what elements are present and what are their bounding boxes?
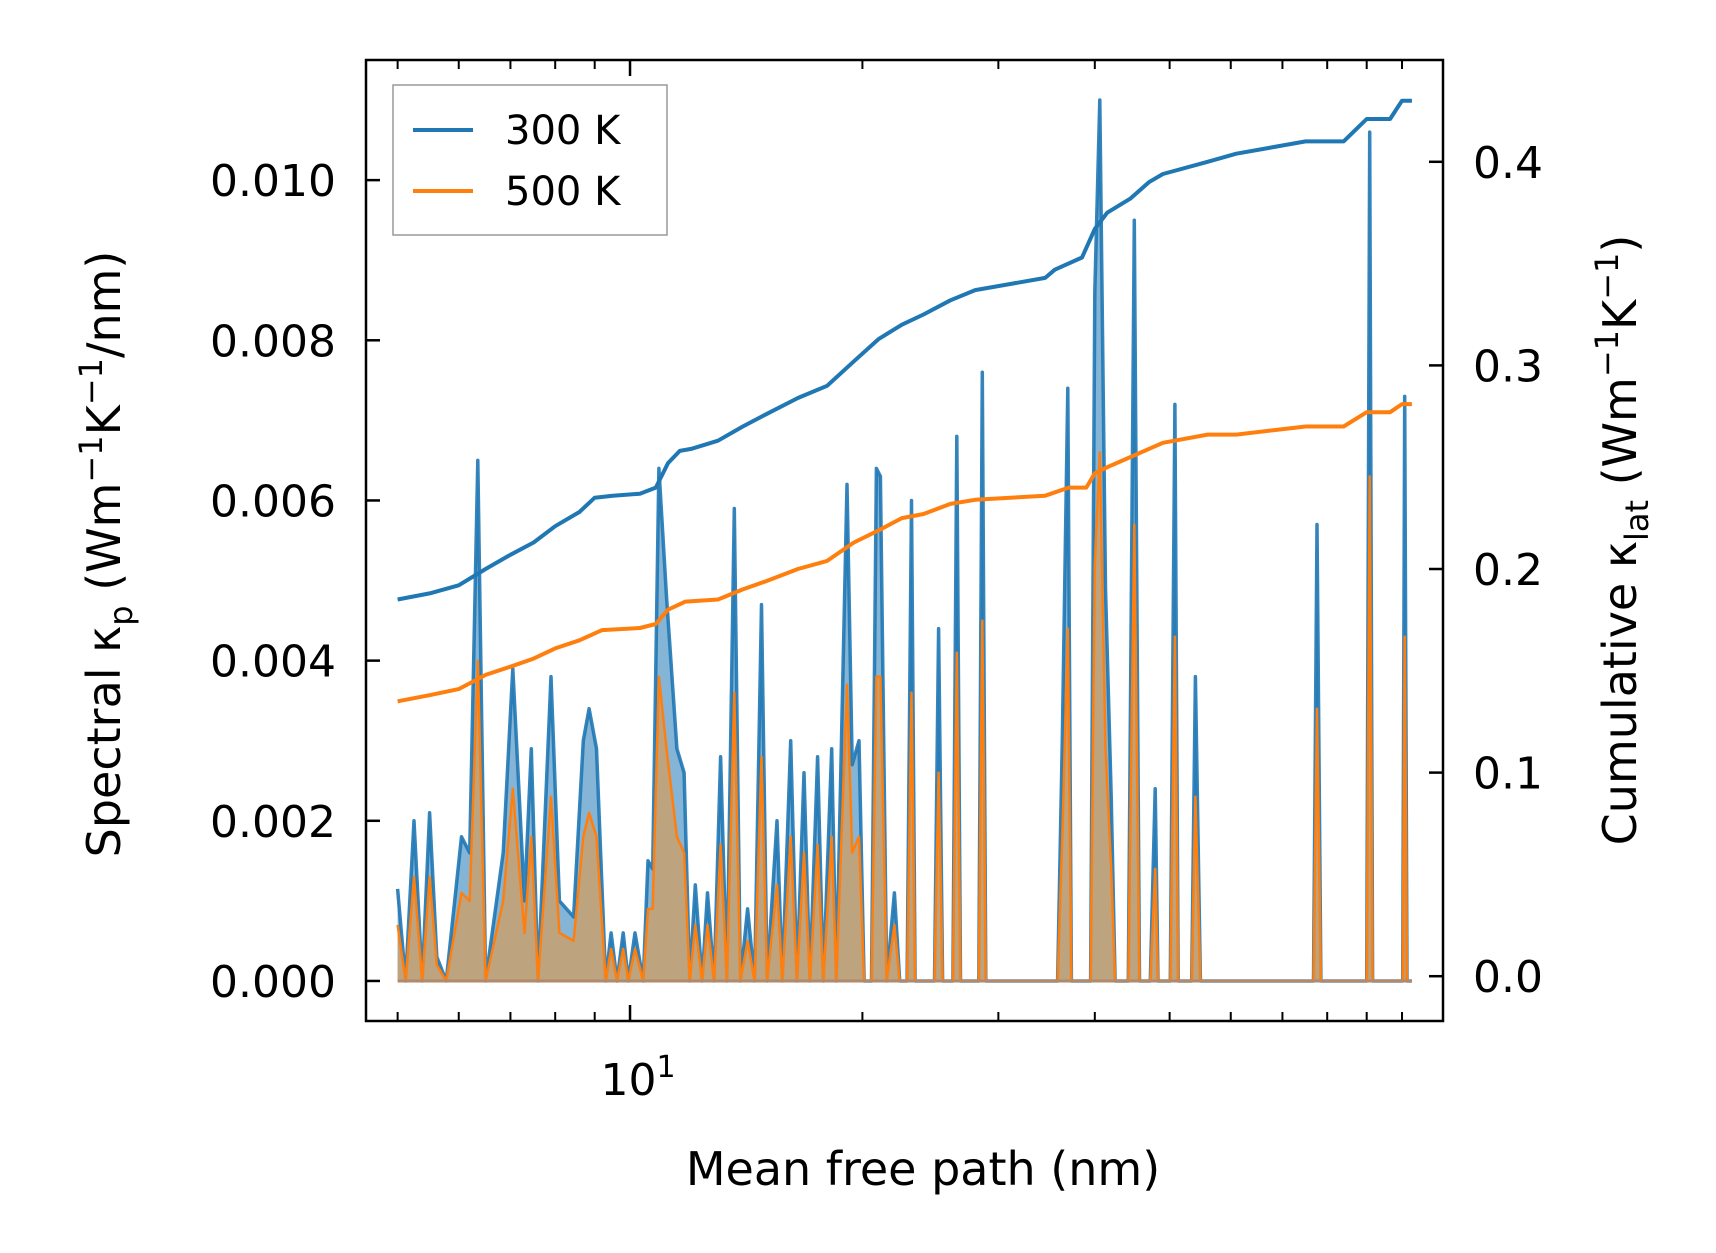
legend-label-300k: 300 K xyxy=(505,108,622,154)
left-y-tick-label: 0.000 xyxy=(210,957,336,1008)
right-y-tick-label: 0.1 xyxy=(1473,749,1543,800)
cumulative-500k-line xyxy=(397,402,1412,704)
right-y-tick-label: 0.3 xyxy=(1473,341,1543,392)
legend-box xyxy=(392,84,668,236)
x-axis-title: Mean free path (nm) xyxy=(686,1142,1160,1196)
cumulative-series-group xyxy=(397,98,1412,704)
left-y-tick-label: 0.004 xyxy=(210,637,336,688)
plot-frame xyxy=(364,58,1445,1023)
right-y-tick-label: 0.2 xyxy=(1473,545,1543,596)
spectral-500k-area xyxy=(397,452,1412,981)
left-y-axis-title: Spectral κp (Wm−1K−1/nm) xyxy=(72,251,140,858)
axis-ticks: 0.000 0.002 0.004 0.006 0.008 0.010 0.0 0.1 0.2 0… xyxy=(210,60,1543,1021)
legend-label-500k: 500 K xyxy=(505,169,622,215)
left-y-tick-label: 0.002 xyxy=(210,797,336,848)
right-y-tick-label: 0.0 xyxy=(1473,952,1543,1003)
right-y-axis-title: Cumulative κlat (Wm−1K−1) xyxy=(1588,235,1656,846)
left-y-tick-label: 0.010 xyxy=(210,156,336,207)
spectral-series-group xyxy=(395,98,1412,983)
legend: 300 K 500 K xyxy=(392,84,668,236)
left-y-tick-label: 0.006 xyxy=(210,476,336,527)
cumulative-300k-line xyxy=(397,98,1412,602)
left-y-tick-label: 0.008 xyxy=(210,316,336,367)
right-y-tick-label: 0.4 xyxy=(1473,138,1543,189)
x-tick-label-10: 101 xyxy=(600,1050,675,1106)
